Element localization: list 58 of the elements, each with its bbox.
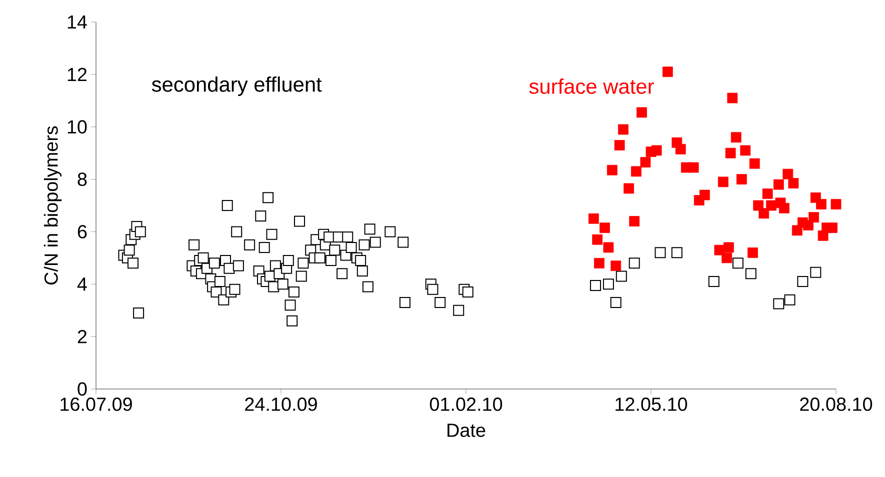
point (606, 164, 618, 176)
point (699, 190, 710, 200)
point (725, 148, 736, 158)
point (603, 242, 614, 253)
point (629, 216, 640, 226)
point (827, 222, 838, 233)
y-tick-label: 12 (68, 68, 87, 82)
y-tick-label: 10 (68, 120, 87, 134)
point (749, 158, 760, 169)
point (636, 107, 647, 118)
point (779, 202, 790, 214)
y-axis-title: C/N in biopolymers (44, 126, 62, 284)
x-tick-label: 12.05.10 (616, 398, 688, 411)
point (718, 176, 728, 188)
point (592, 234, 603, 245)
point (624, 183, 634, 194)
point (762, 188, 773, 199)
point (610, 260, 622, 271)
y-tick-label: 0 (78, 382, 87, 396)
text: secondary effluent (152, 76, 322, 96)
point (675, 144, 686, 154)
y-tick-label: 8 (78, 172, 87, 186)
point (773, 179, 784, 190)
x-axis-title: Date (448, 424, 486, 437)
series-label: surface water (529, 78, 654, 94)
point (722, 252, 732, 264)
point (651, 145, 662, 156)
point (631, 166, 642, 177)
x-tick-label: 20.08.10 (800, 398, 872, 411)
x-tick-label: 16.07.09 (60, 398, 132, 411)
point (594, 258, 604, 268)
point (766, 200, 776, 211)
point (830, 198, 842, 210)
y-tick-label: 14 (68, 15, 87, 29)
point (727, 92, 738, 104)
point (730, 132, 742, 143)
point (600, 222, 610, 233)
point (614, 140, 625, 150)
point (816, 198, 826, 210)
y-tick-label: 2 (78, 330, 87, 344)
point (662, 66, 673, 78)
x-tick-label: 24.10.09 (245, 398, 317, 411)
point (724, 242, 734, 253)
y-tick-label: 4 (77, 278, 87, 291)
point (748, 247, 758, 258)
point (740, 145, 751, 156)
point (640, 157, 651, 168)
point (618, 124, 628, 135)
point (588, 213, 599, 224)
point (714, 244, 725, 256)
y-tick-label: 6 (78, 225, 87, 238)
x-tick-label: 01.02.10 (430, 398, 502, 411)
point (808, 212, 820, 222)
point (758, 208, 770, 219)
point (782, 168, 794, 180)
point (788, 178, 799, 188)
point (736, 174, 747, 184)
point (688, 162, 699, 173)
